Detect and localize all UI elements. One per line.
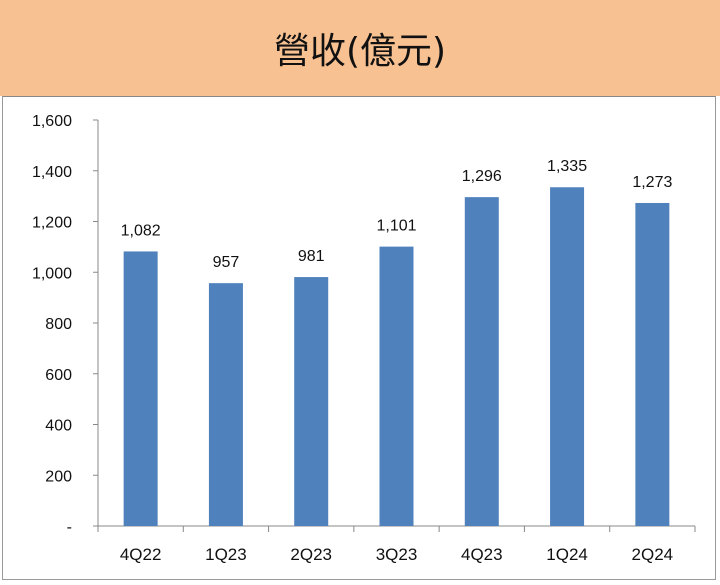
chart-title-banner: 營收(億元): [0, 0, 720, 96]
y-tick-label: 1,200: [32, 215, 72, 232]
y-tick-label: 1,400: [32, 164, 72, 181]
x-tick-label: 1Q23: [205, 545, 247, 564]
x-tick-label: 4Q23: [461, 545, 503, 564]
x-tick-label: 1Q24: [546, 545, 588, 564]
y-tick-label: 600: [45, 367, 72, 384]
bar-2Q24: [635, 202, 670, 526]
bar-1Q24: [550, 187, 585, 526]
x-tick-label: 2Q24: [632, 545, 674, 564]
data-label: 1,273: [632, 174, 672, 191]
data-label: 957: [213, 254, 240, 271]
data-label: 1,335: [547, 158, 587, 175]
bar-1Q23: [208, 283, 243, 526]
data-label: 1,082: [121, 222, 161, 239]
y-tick-label: 800: [45, 316, 72, 333]
y-tick-label: 200: [45, 468, 72, 485]
data-label: 981: [298, 248, 325, 265]
data-label: 1,101: [376, 218, 416, 235]
y-tick-label: 1,000: [32, 265, 72, 282]
x-tick-label: 3Q23: [376, 545, 418, 564]
chart-frame: [2, 96, 716, 580]
bar-3Q23: [379, 246, 414, 526]
chart-title: 營收(億元): [273, 31, 447, 72]
x-tick-label: 4Q22: [120, 545, 162, 564]
y-tick-label: 1,600: [32, 113, 72, 130]
y-tick-label: -: [67, 519, 72, 536]
bar-4Q22: [123, 251, 158, 526]
bar-4Q23: [464, 197, 499, 526]
data-label: 1,296: [462, 168, 502, 185]
x-tick-label: 2Q23: [290, 545, 332, 564]
bar-2Q23: [294, 277, 329, 526]
y-tick-label: 400: [45, 418, 72, 435]
